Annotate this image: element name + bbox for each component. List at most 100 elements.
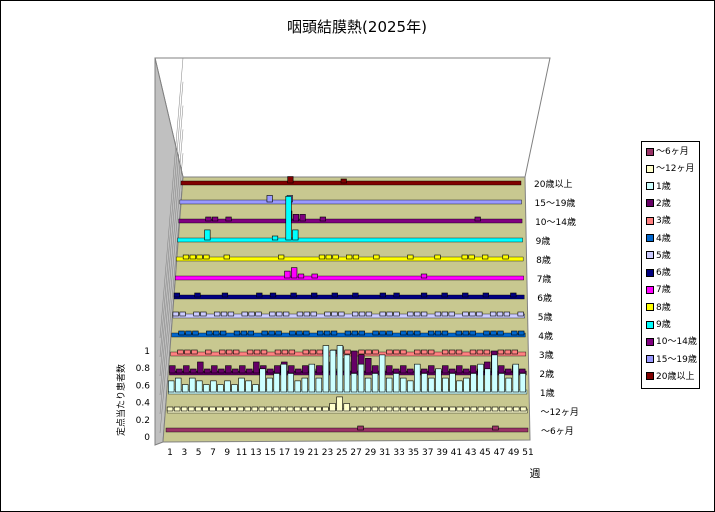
x-tick-label: 47	[494, 448, 505, 458]
bar	[371, 406, 379, 412]
bar	[386, 349, 393, 355]
bar	[469, 349, 477, 355]
bar	[296, 311, 304, 317]
legend-item: 9歳	[646, 319, 671, 333]
bar	[329, 349, 337, 393]
bar	[407, 254, 414, 260]
z-tick-label: 0	[144, 433, 150, 443]
bar	[204, 368, 211, 374]
bar	[246, 349, 254, 355]
legend-swatch	[646, 372, 654, 381]
series-axis-label: 5歳	[538, 311, 553, 323]
bar	[308, 363, 316, 393]
bar	[498, 365, 505, 374]
gridline	[159, 105, 184, 377]
bar	[456, 380, 463, 393]
bar	[322, 406, 329, 412]
bar	[280, 363, 287, 393]
bar	[462, 330, 469, 336]
bar	[193, 311, 200, 317]
bar	[461, 254, 468, 260]
bar	[190, 368, 197, 374]
legend-label: 〜12ヶ月	[656, 164, 695, 175]
bar	[449, 373, 456, 393]
bar	[220, 311, 228, 317]
x-tick-label: 51	[522, 448, 533, 458]
legend-label: 8歳	[656, 302, 671, 313]
bar	[513, 406, 520, 412]
bar	[371, 373, 379, 393]
bar	[299, 214, 306, 222]
bar	[358, 349, 365, 355]
bar	[470, 373, 477, 393]
bar	[182, 254, 190, 260]
bar	[456, 365, 463, 374]
bar	[256, 292, 263, 298]
bar	[498, 373, 505, 393]
bar	[492, 425, 499, 431]
bar	[230, 406, 237, 412]
series-row-11	[177, 196, 523, 243]
bar	[289, 330, 296, 336]
bar	[414, 311, 421, 317]
bar	[393, 292, 400, 298]
bar	[240, 330, 248, 336]
bar	[268, 330, 275, 336]
bar	[372, 349, 379, 355]
bar	[511, 349, 518, 355]
bar	[421, 406, 428, 412]
bar	[378, 354, 386, 393]
legend-item: 20歳以上	[646, 371, 694, 385]
bar	[414, 406, 421, 412]
series-axis-label: 8歳	[536, 254, 551, 266]
bar	[428, 365, 435, 374]
bar	[449, 406, 456, 412]
bar	[386, 311, 393, 317]
bar	[192, 330, 199, 336]
bar	[414, 349, 421, 355]
bar	[483, 349, 491, 355]
bar	[214, 311, 221, 317]
bar	[476, 349, 484, 355]
legend-swatch	[646, 147, 654, 156]
x-tick-label: 11	[236, 448, 247, 458]
bar	[421, 368, 428, 374]
legend-swatch	[646, 355, 654, 364]
row-baseline	[178, 218, 523, 224]
bar	[269, 292, 277, 298]
gridline	[159, 57, 184, 339]
legend-label: 5歳	[656, 250, 671, 261]
legend-item: 15〜19歳	[646, 354, 697, 368]
bar	[442, 365, 449, 374]
bar	[496, 311, 504, 317]
bar	[365, 358, 372, 374]
bar	[291, 267, 298, 279]
bar	[233, 330, 241, 336]
bar	[393, 311, 400, 317]
bar	[435, 406, 442, 412]
bar	[344, 349, 351, 355]
legend-label: 3歳	[656, 216, 671, 227]
bar	[491, 354, 498, 393]
x-tick-label: 17	[279, 448, 290, 458]
bar	[283, 311, 290, 317]
bar	[274, 349, 282, 355]
bar	[448, 311, 455, 317]
z-tick-label: 0.4	[136, 399, 151, 409]
bar	[324, 311, 331, 317]
bar	[518, 330, 525, 336]
bar	[203, 254, 210, 260]
bar	[502, 254, 509, 260]
bar	[512, 363, 519, 393]
bar	[400, 330, 407, 336]
bar	[358, 311, 366, 317]
bar	[463, 406, 470, 412]
bar	[211, 365, 218, 374]
bar	[420, 273, 428, 279]
bar	[400, 365, 407, 374]
bar	[311, 273, 318, 279]
legend-swatch	[646, 216, 654, 225]
bar	[219, 330, 227, 336]
series-row-14	[180, 176, 522, 186]
bar	[469, 311, 476, 317]
